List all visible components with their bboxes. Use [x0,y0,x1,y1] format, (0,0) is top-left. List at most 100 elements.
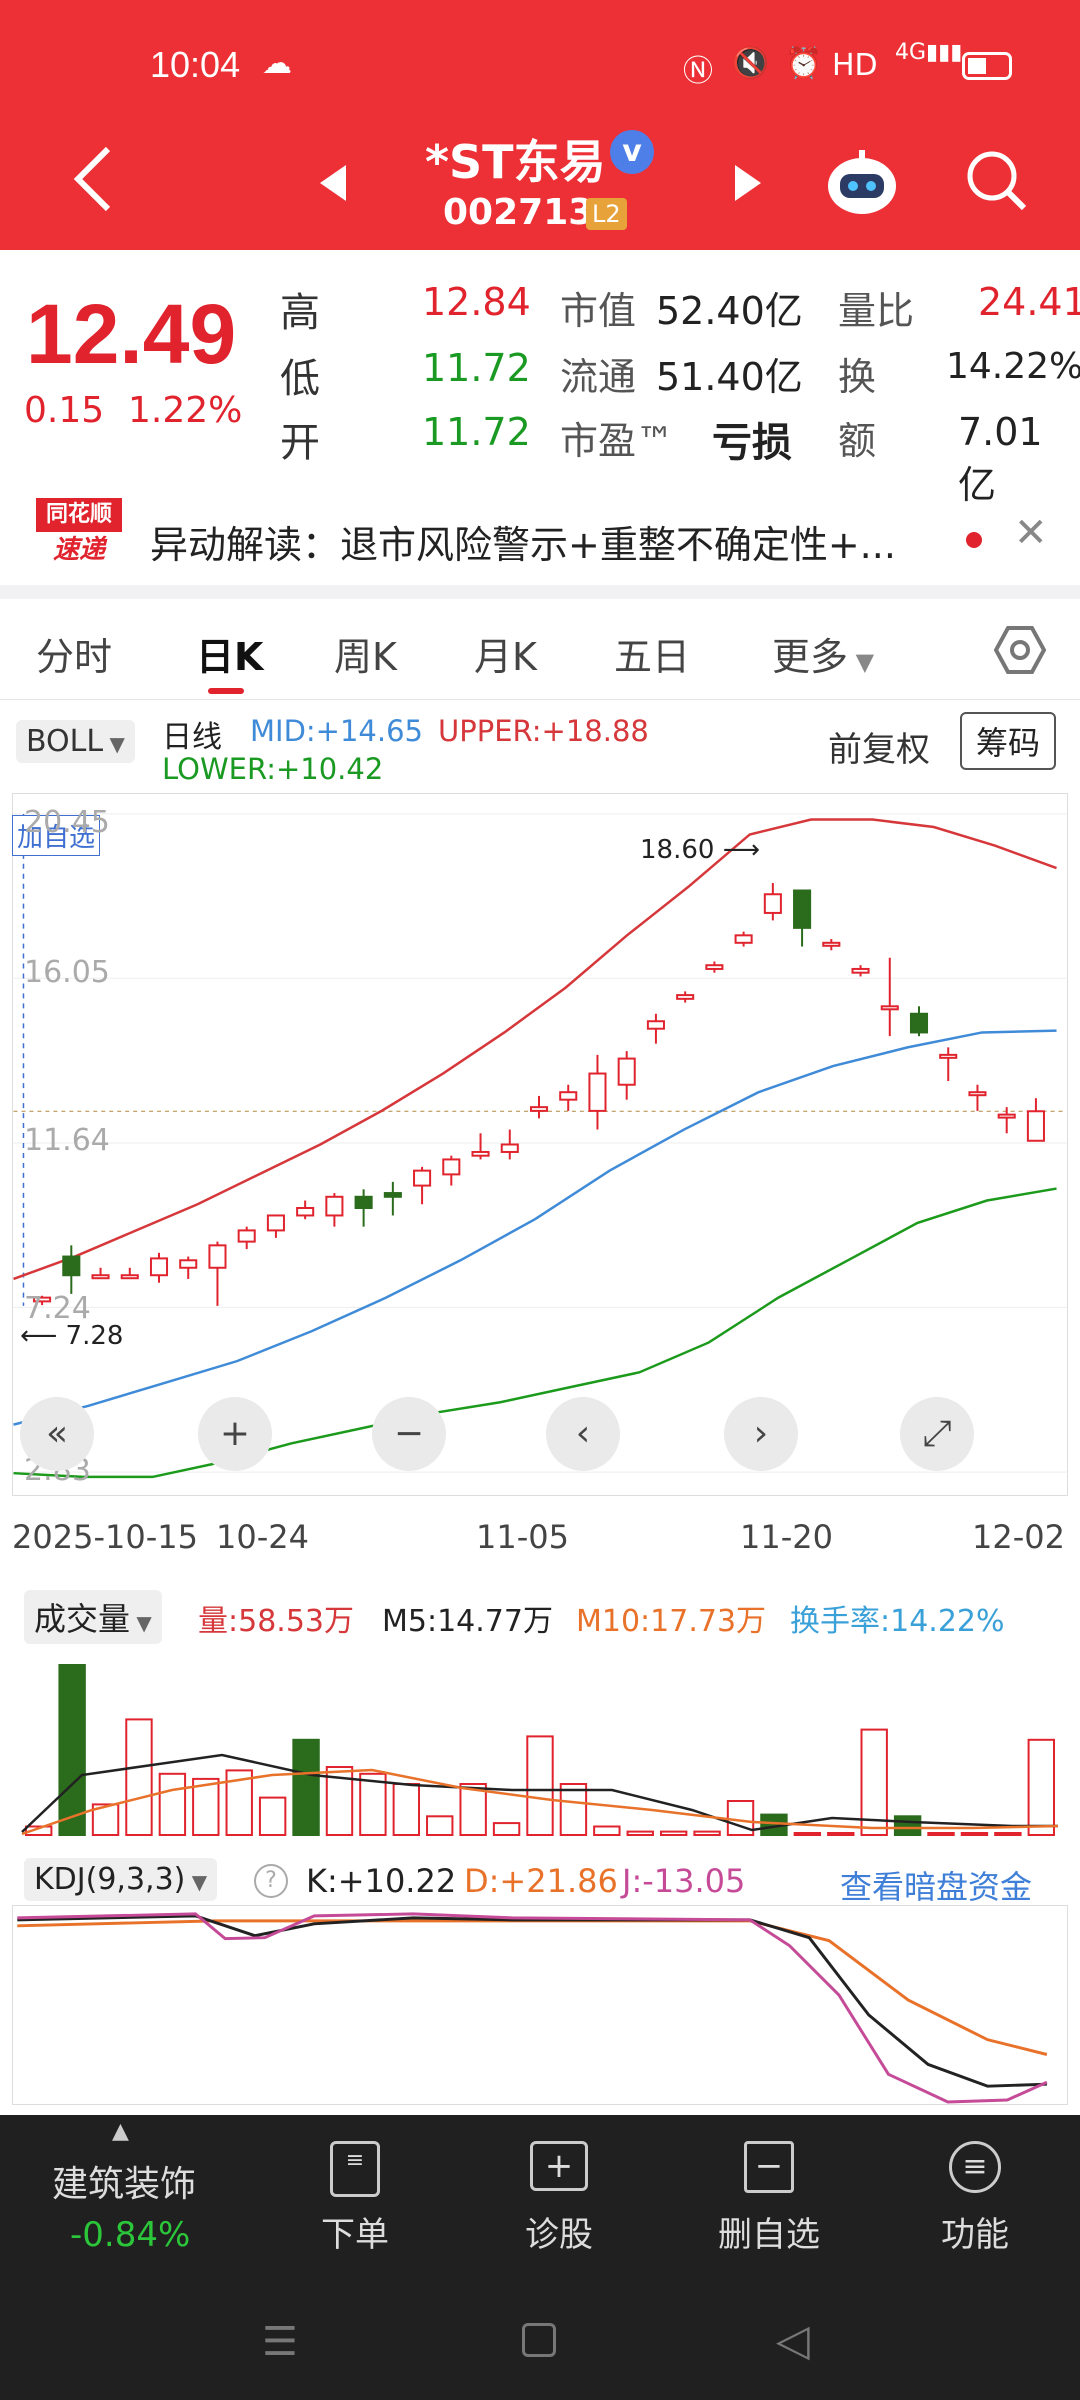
help-icon[interactable]: ? [254,1864,288,1898]
volume-bar [225,1769,253,1836]
candle-body [471,1150,490,1157]
scroll-left-button[interactable]: ‹ [546,1397,620,1471]
candle-body [237,1229,256,1243]
news-text[interactable]: 异动解读：退市风险警示+重整不确定性+... [150,523,896,567]
kdj-select[interactable]: KDJ(9,3,3) ▼ [24,1858,218,1901]
next-stock-icon[interactable] [733,163,763,203]
news-ticker[interactable]: 同花顺 速递 异动解读：退市风险警示+重整不确定性+... ✕ [0,490,1080,582]
indicator-select[interactable]: BOLL ▼ [16,720,135,763]
kdj-chart[interactable] [12,1905,1068,2105]
tab-daily-k[interactable]: 日K [196,635,264,679]
tab-five-day[interactable]: 五日 [614,635,691,679]
open-label: 开 [280,420,320,466]
boll-lower: LOWER:+10.42 [162,752,384,786]
candle-body [676,994,695,1000]
fullscreen-button[interactable]: ⤢ [900,1397,974,1471]
candle-body [588,1072,607,1112]
volume-bar [292,1738,320,1836]
price-change-pct: 1.22% [128,390,243,431]
tab-weekly-k[interactable]: 周K [334,635,397,679]
zoom-back-button[interactable]: « [20,1397,94,1471]
float-value: 51.40亿 [656,355,803,399]
candle-body [354,1195,373,1209]
adjust-mode[interactable]: 前复权 [828,730,930,770]
kline-canvas[interactable] [12,793,1068,1496]
boll-mid: MID:+14.65 [250,714,423,748]
volume-bar [192,1777,220,1836]
kdj-j-line [17,1912,1048,2104]
volume-bar [25,1825,53,1836]
prev-stock-icon[interactable] [318,163,348,203]
volume-bar [258,1796,287,1837]
volume-bar [91,1803,120,1836]
high-value: 12.84 [422,280,531,324]
candle-body [617,1057,636,1086]
recent-apps-icon[interactable]: ☰ [262,2319,298,2365]
volume-select[interactable]: 成交量 ▼ [24,1590,162,1644]
dark-pool-link[interactable]: 查看暗盘资金 [840,1868,1033,1906]
volume-bar [860,1728,888,1836]
diagnose-button[interactable]: + 诊股 [504,2141,614,2256]
sector-name[interactable]: 建筑装饰 [52,2164,197,2205]
volume-m5: M5:14.77万 [382,1604,553,1639]
tab-active-indicator [208,688,244,694]
function-button[interactable]: ≡ 功能 [920,2141,1030,2256]
add-watchlist-tag[interactable]: 加自选 [12,815,101,856]
settings-icon[interactable] [994,624,1046,676]
order-button[interactable]: ≡ 下单 [300,2141,410,2256]
pe-label: 市盈™ [560,419,675,463]
dropdown-icon: ▼ [130,1611,152,1635]
bottom-nav: ▲ 建筑装饰 -0.84% ≡ 下单 + 诊股 − 删自选 ≡ 功能 [0,2115,1080,2285]
battery-icon [962,52,1012,80]
open-value: 11.72 [422,410,531,454]
remove-watchlist-button[interactable]: − 删自选 [704,2141,834,2256]
volume-bar [459,1783,487,1836]
close-icon[interactable]: ✕ [1014,510,1048,556]
turnover-rate: 换手率:14.22% [790,1604,1005,1639]
volume-bar [125,1718,153,1836]
stock-code: 002713 [443,192,594,233]
tab-more[interactable]: 更多 ▼ [772,635,875,679]
period-label: 日线 [162,720,222,755]
volume-bar [793,1832,822,1836]
float-label: 流通 [560,355,637,399]
home-icon[interactable] [522,2323,556,2357]
candle-body [939,1053,958,1059]
volume-value: 量:58.53万 [198,1604,354,1639]
tab-monthly-k[interactable]: 月K [474,635,537,679]
zoom-in-button[interactable]: + [198,1397,272,1471]
volume-chart[interactable] [12,1650,1068,1845]
scroll-right-button[interactable]: › [724,1397,798,1471]
candle-body [266,1214,285,1232]
high-label: 高 [280,290,320,336]
level2-badge: L2 [586,198,627,230]
section-divider [0,585,1080,599]
date-tick-1: 2025-10-15 [12,1518,198,1556]
back-nav-icon[interactable]: ◁ [776,2315,810,2366]
tab-intraday[interactable]: 分时 [36,635,113,679]
candle-body [705,964,724,970]
boll-upper-line [13,818,1057,1281]
candle-body [296,1206,315,1217]
kline-chart[interactable]: 加自选 20.45 16.05 11.64 7.24 2.83 18.60 ⟶ … [12,793,1068,1496]
candle-body [909,1012,929,1034]
chips-button[interactable]: 筹码 [960,712,1057,770]
amount-value: 7.01亿 [958,410,1043,507]
pe-value: 亏损 [712,420,792,466]
kdj-canvas[interactable] [12,1905,1068,2105]
candle-body [646,1020,665,1030]
back-icon[interactable] [70,144,120,214]
signal-icon: 4G▮▮▮ [895,40,963,65]
volume-bar [359,1772,387,1837]
candle-body [91,1274,110,1280]
volume-canvas[interactable] [12,1650,1068,1845]
candle-body [120,1274,139,1280]
search-icon[interactable] [962,146,1032,216]
date-tick-3: 11-05 [476,1518,569,1556]
indicator-bar: BOLL ▼ 日线 MID:+14.65 UPPER:+18.88 LOWER:… [0,700,1080,790]
candle-body [62,1255,81,1277]
date-tick-4: 11-20 [740,1518,833,1556]
robot-assistant-icon[interactable] [822,142,902,222]
zoom-out-button[interactable]: − [372,1397,446,1471]
turnover-value: 14.22% [946,346,1080,387]
